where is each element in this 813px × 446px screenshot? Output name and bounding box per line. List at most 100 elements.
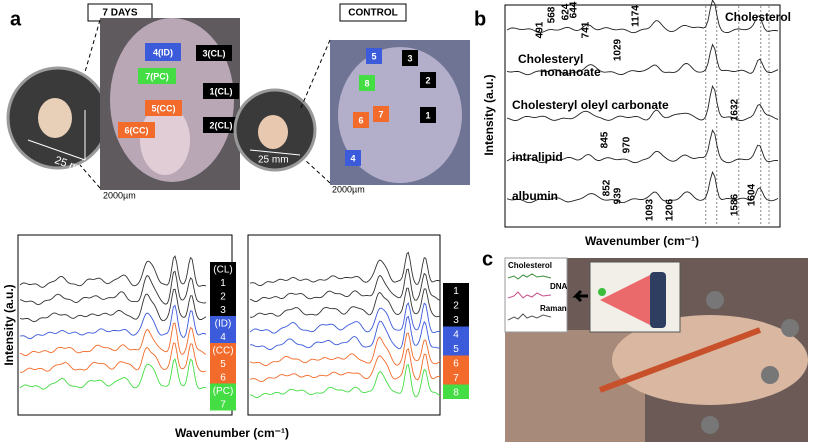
- legend-label: 2: [453, 300, 459, 311]
- legend-label: 7: [453, 373, 459, 384]
- legend-label: 6: [220, 372, 226, 383]
- region-label: 2(CL): [210, 120, 233, 130]
- marker: [761, 366, 779, 384]
- peak-label: 741: [581, 21, 592, 38]
- region-label: 3: [407, 53, 412, 63]
- legend-block: [210, 383, 236, 411]
- spectrum: [506, 0, 779, 34]
- y-axis-label: Intensity (a.u.): [482, 74, 496, 155]
- region-label: 3(CL): [203, 48, 226, 58]
- legend-label: 8: [453, 387, 459, 398]
- legend-block: [443, 384, 469, 399]
- arrow: [572, 289, 588, 303]
- spectrum: [19, 270, 207, 306]
- zoom-line: [299, 39, 331, 111]
- peak-label: 1029: [613, 38, 624, 61]
- legend-label: 1: [220, 278, 226, 289]
- title: 7 DAYS: [102, 8, 138, 19]
- peak-label: 1206: [665, 198, 676, 221]
- legend-block: [443, 326, 469, 356]
- region-box: [196, 45, 232, 61]
- marker: [701, 416, 719, 434]
- spectrum: [249, 332, 441, 367]
- photo-hand: [612, 315, 808, 405]
- scale-line: [249, 149, 301, 156]
- peak-label: 939: [613, 187, 624, 204]
- spectrum: [249, 268, 441, 302]
- legend-label: (PC): [213, 386, 234, 397]
- region-box: [353, 112, 369, 128]
- laser-cone: [600, 275, 650, 325]
- legend-label: (CL): [213, 264, 232, 275]
- zoom-line: [84, 19, 101, 73]
- region-label: 7(PC): [145, 71, 169, 81]
- spectrum: [19, 304, 207, 340]
- legend-label: (ID): [215, 318, 232, 329]
- spectrum: [506, 129, 779, 164]
- peak-label: 1586: [730, 193, 741, 216]
- y-axis-label: Intensity (a.u.): [2, 284, 16, 365]
- legend-label: 2: [220, 291, 226, 302]
- spectrum: [249, 287, 441, 318]
- tissue: [38, 98, 72, 138]
- panel-label: b: [474, 8, 486, 30]
- spectrum: [19, 288, 207, 323]
- panel-label: c: [482, 248, 493, 270]
- region-label: 4: [350, 153, 355, 163]
- panel-label: a: [10, 8, 22, 30]
- peak-label: 644: [569, 1, 580, 18]
- inset-label: Cholesterol: [508, 261, 552, 270]
- scale-bar-label: 2000µm: [332, 184, 365, 194]
- spectrum: [249, 315, 441, 350]
- spectrum: [249, 347, 441, 383]
- probe: [598, 327, 762, 393]
- legend-label: 5: [453, 344, 459, 355]
- spectrum: [506, 170, 779, 204]
- region-box: [420, 72, 436, 88]
- spectrum: [249, 302, 441, 334]
- legend-block: [210, 262, 236, 316]
- probe-head: [650, 272, 666, 328]
- peak-label: 970: [622, 136, 633, 153]
- title-box: [339, 3, 407, 22]
- region-label: 6(CC): [125, 125, 149, 135]
- trace-label: intralipid: [512, 150, 563, 164]
- trace-label: nonanoate: [540, 65, 601, 79]
- region-label: 7: [378, 109, 383, 119]
- scale-bar-label: 2000µm: [103, 190, 136, 200]
- spectrum: [506, 43, 779, 76]
- region-box: [203, 83, 239, 99]
- peak-label: 1632: [730, 98, 741, 121]
- peak-label: 624: [561, 3, 572, 20]
- region-box: [145, 43, 181, 61]
- legend-block: [443, 283, 469, 327]
- spectrum: [19, 322, 207, 356]
- region-box: [118, 122, 155, 138]
- legend-block: [210, 316, 236, 343]
- marker: [706, 291, 724, 309]
- plot-frame: [504, 4, 781, 228]
- scale-line: [27, 139, 86, 161]
- region-box: [345, 150, 361, 166]
- spectrum: [19, 255, 207, 288]
- peak-label: 845: [600, 131, 611, 148]
- legend-label: 3: [220, 305, 226, 316]
- legend-block: [210, 343, 236, 384]
- trace-label: Cholesteryl: [518, 52, 583, 66]
- region-label: 4(ID): [153, 47, 173, 57]
- region-label: 1(CL): [210, 86, 233, 96]
- peak-label: 1174: [631, 5, 642, 27]
- legend-label: 1: [453, 286, 459, 297]
- legend-label: (CC): [212, 345, 233, 356]
- region-box: [366, 48, 382, 64]
- region-box: [402, 50, 418, 66]
- region-label: 6: [358, 115, 363, 125]
- region-box: [138, 68, 176, 84]
- spectrum: [506, 84, 779, 122]
- spectrum: [19, 358, 207, 390]
- peak-label: 568: [547, 6, 558, 23]
- title: CONTROL: [348, 8, 397, 19]
- peak-label: 1604: [747, 183, 758, 206]
- region-box: [359, 75, 375, 91]
